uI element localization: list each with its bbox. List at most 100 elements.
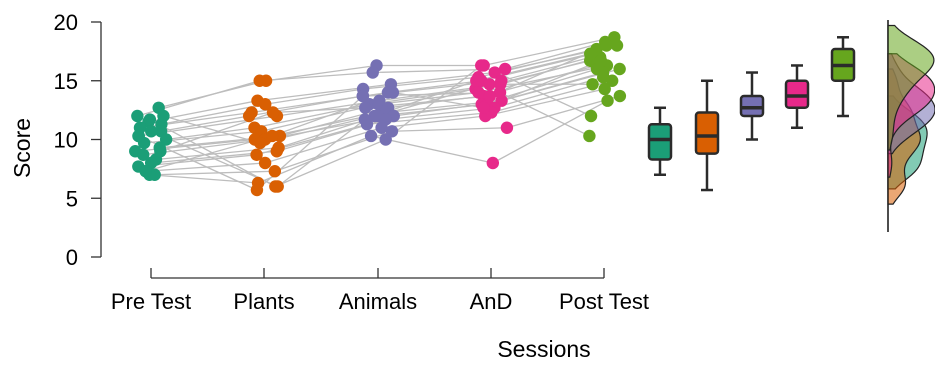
data-point (253, 136, 267, 150)
boxplot (647, 106, 673, 176)
connector-line (363, 76, 479, 90)
data-point (132, 129, 145, 143)
data-point (250, 148, 263, 161)
x-tick-label: AnD (470, 289, 513, 314)
connector-line (277, 119, 366, 188)
data-point (368, 109, 381, 123)
boxplot (784, 64, 810, 129)
data-point (364, 129, 378, 143)
data-point (600, 39, 613, 52)
box (694, 111, 720, 155)
data-point (143, 113, 157, 126)
connector-line (501, 56, 591, 82)
data-point (375, 121, 388, 134)
data-point (601, 94, 614, 107)
data-point (359, 101, 372, 114)
data-point (372, 98, 385, 111)
data-point (613, 62, 626, 76)
data-point (598, 82, 611, 96)
data-point (157, 109, 170, 123)
density-curves (887, 20, 935, 232)
connector-line (499, 91, 590, 137)
data-point (266, 106, 280, 119)
connector-line (264, 127, 382, 164)
data-point (493, 86, 507, 99)
data-point (259, 98, 272, 111)
data-point (613, 89, 627, 103)
connector-line (265, 88, 364, 105)
data-point (379, 133, 392, 146)
boxplot (694, 79, 720, 192)
data-point (477, 101, 490, 114)
y-tick-label: 15 (54, 69, 78, 94)
box (739, 94, 765, 118)
data-point (271, 180, 284, 193)
connector-line (160, 115, 250, 132)
connector-line (506, 95, 621, 129)
box (784, 79, 810, 110)
connector-line (154, 170, 275, 176)
data-point (584, 109, 598, 123)
axes: 0 5 10 15 20 Pre Test Plants Animals AnD Post Tes… (54, 10, 650, 314)
data-point (500, 121, 514, 134)
data-point (356, 89, 370, 103)
data-point (145, 125, 158, 138)
x-tick-label: Post Test (559, 289, 649, 314)
data-point (366, 66, 379, 79)
connector-line (392, 91, 484, 109)
y-axis-title: Score (9, 118, 35, 178)
data-point (605, 74, 619, 87)
connector-line (275, 138, 386, 188)
boxplot (739, 71, 765, 141)
connector-line (483, 36, 615, 67)
data-point (139, 165, 152, 178)
data-point (483, 89, 497, 103)
data-point (154, 145, 167, 158)
data-point (610, 39, 624, 52)
data-point (242, 109, 256, 123)
data-point (250, 183, 264, 197)
connector-line (391, 127, 507, 132)
connector-line (163, 115, 261, 144)
data-point (358, 113, 372, 126)
data-point (258, 156, 272, 170)
data-point (386, 86, 400, 99)
y-tick-label: 10 (54, 128, 78, 153)
boxplot (830, 36, 856, 118)
data-point (270, 145, 283, 158)
connector-line (381, 115, 486, 129)
density-curve (887, 24, 935, 151)
connector-line (494, 76, 604, 109)
connector-line (387, 80, 482, 94)
data-point (483, 78, 496, 91)
y-tick-label: 5 (66, 186, 78, 211)
box (647, 122, 673, 161)
data-point (584, 47, 597, 60)
x-tick-label: Plants (233, 289, 294, 314)
data-point (583, 129, 596, 143)
connector-line (265, 64, 377, 82)
data-point (486, 156, 500, 170)
data-point (265, 129, 279, 143)
data-point (586, 78, 599, 91)
y-tick-label: 0 (66, 245, 78, 270)
connector-line (485, 88, 605, 117)
data-point (498, 62, 512, 76)
data-point (131, 109, 144, 123)
connector-line (259, 71, 373, 82)
data-point (268, 165, 282, 178)
connector-line (385, 107, 495, 121)
data-point (470, 74, 483, 87)
y-tick-label: 20 (54, 10, 78, 35)
boxplots (647, 36, 856, 192)
data-point (594, 54, 608, 67)
data-point (253, 74, 266, 87)
data-point (475, 59, 488, 72)
x-tick-label: Animals (339, 289, 417, 314)
connector-line (149, 174, 259, 184)
x-tick-label: Pre Test (111, 289, 191, 314)
connector-line (385, 64, 482, 141)
connector-line (504, 41, 606, 70)
x-axis-title: Sessions (497, 336, 590, 362)
